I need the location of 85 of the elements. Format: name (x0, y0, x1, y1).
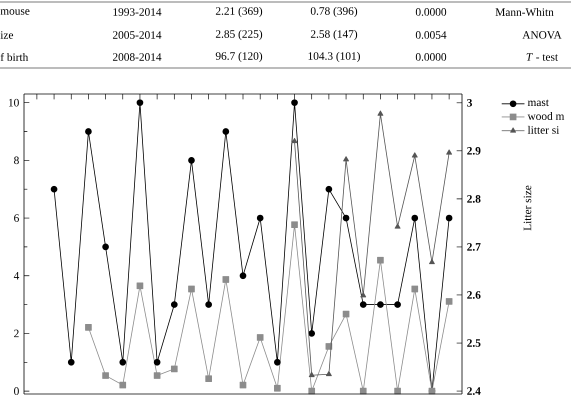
text: Mann-Whitn (496, 8, 554, 16)
point (308, 330, 316, 337)
point (291, 99, 298, 106)
point (85, 324, 92, 331)
point (429, 258, 435, 264)
text: 104.3 (101) (308, 52, 360, 62)
point (274, 358, 281, 366)
point (411, 286, 418, 292)
text: mouse (0, 9, 30, 15)
y-tick-label: 0 (14, 387, 19, 395)
point (154, 358, 160, 366)
text: 1993-2014 (113, 8, 162, 16)
point (136, 282, 144, 290)
text: 0.0000 (416, 8, 446, 16)
point (188, 286, 195, 292)
y-tick-label: 4 (14, 272, 20, 280)
y2-tick-label: 2.7 (467, 243, 481, 251)
text: 0.0000 (416, 53, 446, 61)
point (240, 382, 246, 388)
point (102, 372, 109, 379)
point (308, 372, 315, 378)
point (446, 149, 452, 155)
point (343, 156, 350, 162)
point (119, 358, 126, 366)
text: ize (0, 31, 14, 39)
y-tick-label: 2 (14, 330, 19, 338)
y2-tick-label: 2.6 (467, 291, 481, 299)
point (292, 138, 298, 144)
point (119, 382, 126, 388)
text: ANOVA (522, 31, 562, 39)
point (377, 301, 384, 308)
point (205, 301, 212, 308)
point (360, 301, 367, 308)
point (205, 375, 212, 382)
y2-tick-label: 2.9 (467, 147, 480, 155)
legend-label: wood m (528, 112, 564, 120)
point (342, 310, 350, 318)
point (394, 301, 401, 308)
text: 2.58 (147) (310, 30, 358, 40)
point (68, 358, 75, 366)
point (412, 152, 418, 158)
text: T - test (526, 53, 558, 61)
point (50, 186, 58, 193)
y-tick-label: 10 (8, 98, 19, 106)
text: 2.21 (369) (216, 6, 262, 18)
y2-tick-label: 2.4 (467, 387, 481, 395)
point (240, 272, 246, 280)
text: 2.85 (225) (216, 30, 262, 40)
point (222, 276, 230, 283)
text: 0.78 (396) (310, 6, 358, 18)
point (377, 256, 384, 264)
point (188, 157, 195, 164)
point (411, 214, 418, 222)
point (274, 384, 281, 392)
y2-tick-label: 2.8 (467, 195, 481, 203)
point (291, 221, 298, 228)
text: 2005-2014 (112, 31, 162, 39)
point (256, 214, 264, 222)
y-tick-label: 8 (14, 156, 19, 164)
point (342, 214, 350, 222)
y2-axis-title: Litter size (524, 186, 532, 230)
point (326, 370, 332, 376)
point (256, 334, 264, 341)
legend-label: mast (528, 100, 549, 106)
legend-label: litter si (528, 126, 560, 134)
text: f birth (0, 52, 28, 62)
point (446, 298, 452, 305)
point (170, 301, 178, 308)
y-tick-label: 6 (14, 214, 19, 222)
y2-tick-label: 3 (467, 98, 472, 107)
point (377, 110, 384, 116)
point (85, 128, 92, 135)
text: 0.0054 (416, 31, 446, 39)
point (170, 366, 178, 372)
point (446, 214, 452, 222)
text: 96.7 (120) (216, 52, 262, 62)
point (154, 372, 160, 379)
text: 2008-2014 (112, 53, 162, 61)
point (102, 244, 109, 250)
point (222, 128, 230, 135)
point (394, 223, 401, 229)
point (360, 292, 366, 298)
y2-tick-label: 2.5 (467, 339, 480, 347)
point (136, 99, 144, 106)
point (326, 186, 332, 193)
